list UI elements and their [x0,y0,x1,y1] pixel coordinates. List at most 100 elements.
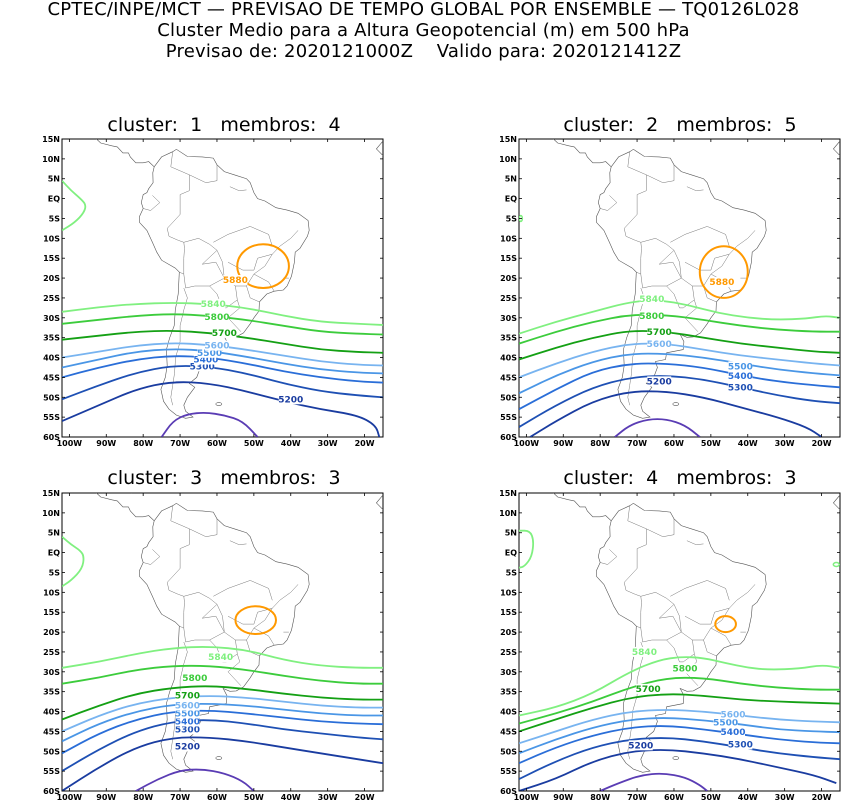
lon-tick-label: 50W [244,439,264,448]
lat-tick-label: 10S [500,234,517,243]
lat-tick-label: 30S [43,314,60,323]
lat-tick-label: 10N [42,509,60,518]
contour-label-5500: 5500 [728,362,753,372]
coastline-falklands [672,756,680,760]
contour-label-5600: 5600 [647,340,672,350]
lat-tick-label: 15N [42,489,60,498]
lat-tick-label: 55S [43,767,60,776]
coastline-south-america [596,502,767,773]
country-border [627,641,645,760]
contour-5500 [519,717,840,755]
contour-5880 [698,245,749,299]
country-border [166,505,190,595]
country-border [179,271,225,289]
country-border [183,596,185,629]
coastline-caribbean [622,474,642,479]
lat-tick-label: 15N [499,135,517,144]
lat-tick-label: 55S [500,413,517,422]
lon-tick-label: 100W [57,439,83,448]
country-border [229,186,247,191]
map-frame [518,492,841,792]
contour-label-5300: 5300 [175,725,200,735]
lat-tick-label: 60S [500,433,517,442]
contour-5600 [519,709,840,745]
country-border [600,195,618,211]
country-border [213,226,273,247]
contour-5880 [714,615,737,634]
country-border [246,584,299,657]
contour-label-5600: 5600 [204,342,229,352]
lat-tick-label: 50S [43,747,60,756]
contour-5100 [160,412,259,437]
contour-5300 [62,365,383,401]
country-border [201,604,225,633]
lon-tick-label: 70W [170,439,190,448]
country-border [227,607,273,625]
lat-tick-label: EQ [48,549,60,558]
contour-5400 [519,725,840,765]
lon-tick-label: 80W [590,439,610,448]
country-border [253,273,275,292]
lon-tick-label: 60W [664,439,684,448]
contour-5400 [62,709,383,755]
contour-label-5200: 5200 [628,741,653,751]
country-border [166,151,190,241]
contour-5400 [519,362,840,410]
lat-tick-label: 10N [499,509,517,518]
lat-tick-label: 25S [500,294,517,303]
country-border [640,242,642,275]
contour-5840 [62,646,383,669]
lat-tick-label: 45S [43,727,60,736]
contour-label-5500: 5500 [713,719,738,729]
country-border [703,584,756,657]
lon-tick-label: 90W [96,793,116,802]
country-border [635,238,699,332]
contour-label-5400: 5400 [175,717,200,727]
lon-tick-label: 80W [133,439,153,448]
contour-5500 [62,702,383,743]
country-border [666,639,695,663]
country-border [658,604,682,633]
contour-5880 [234,605,277,636]
country-border [710,627,732,646]
contour-label-5800: 5800 [673,665,698,675]
contour-label-5500: 5500 [175,710,200,720]
coastline-central-america [588,493,590,494]
coastline-central-america [96,493,155,522]
contour-label-5400: 5400 [193,356,218,366]
lon-tick-label: 100W [57,793,83,802]
lat-tick-label: 60S [43,787,60,796]
panel-title-1: cluster: 1 membros: 4 [107,114,341,136]
contour-label-5880: 5880 [223,276,248,286]
country-border [636,271,682,289]
contour-label-5840: 5840 [639,295,664,305]
contour-label-5880: 5880 [709,278,734,288]
contour-5840 [519,656,840,717]
map-frame [61,138,384,438]
lat-tick-label: 10S [500,588,517,597]
contour-5700 [519,693,840,733]
lon-tick-label: 30W [318,439,338,448]
lat-tick-label: 50S [500,393,517,402]
lat-tick-label: 5N [505,175,517,184]
lat-tick-label: 15N [499,489,517,498]
lat-tick-label: EQ [505,549,517,558]
lat-tick-label: 5S [506,568,518,577]
country-border [213,580,273,601]
lat-tick-label: 40S [43,354,60,363]
contour-label-5840: 5840 [201,300,226,310]
country-border [686,540,704,545]
country-border [635,592,699,686]
contour-5100 [614,418,701,437]
lon-tick-label: 40W [281,793,301,802]
lat-tick-label: 5N [48,529,60,538]
contour-5840-atlantic [832,561,840,568]
country-border [189,164,218,183]
lon-tick-label: 20W [812,793,832,802]
header-line-2: Cluster Medio para a Altura Geopotencial… [157,20,690,41]
contour-label-5800: 5800 [639,312,664,322]
country-border [684,607,730,625]
lon-tick-label: 40W [281,439,301,448]
contour-label-5300: 5300 [728,383,753,393]
